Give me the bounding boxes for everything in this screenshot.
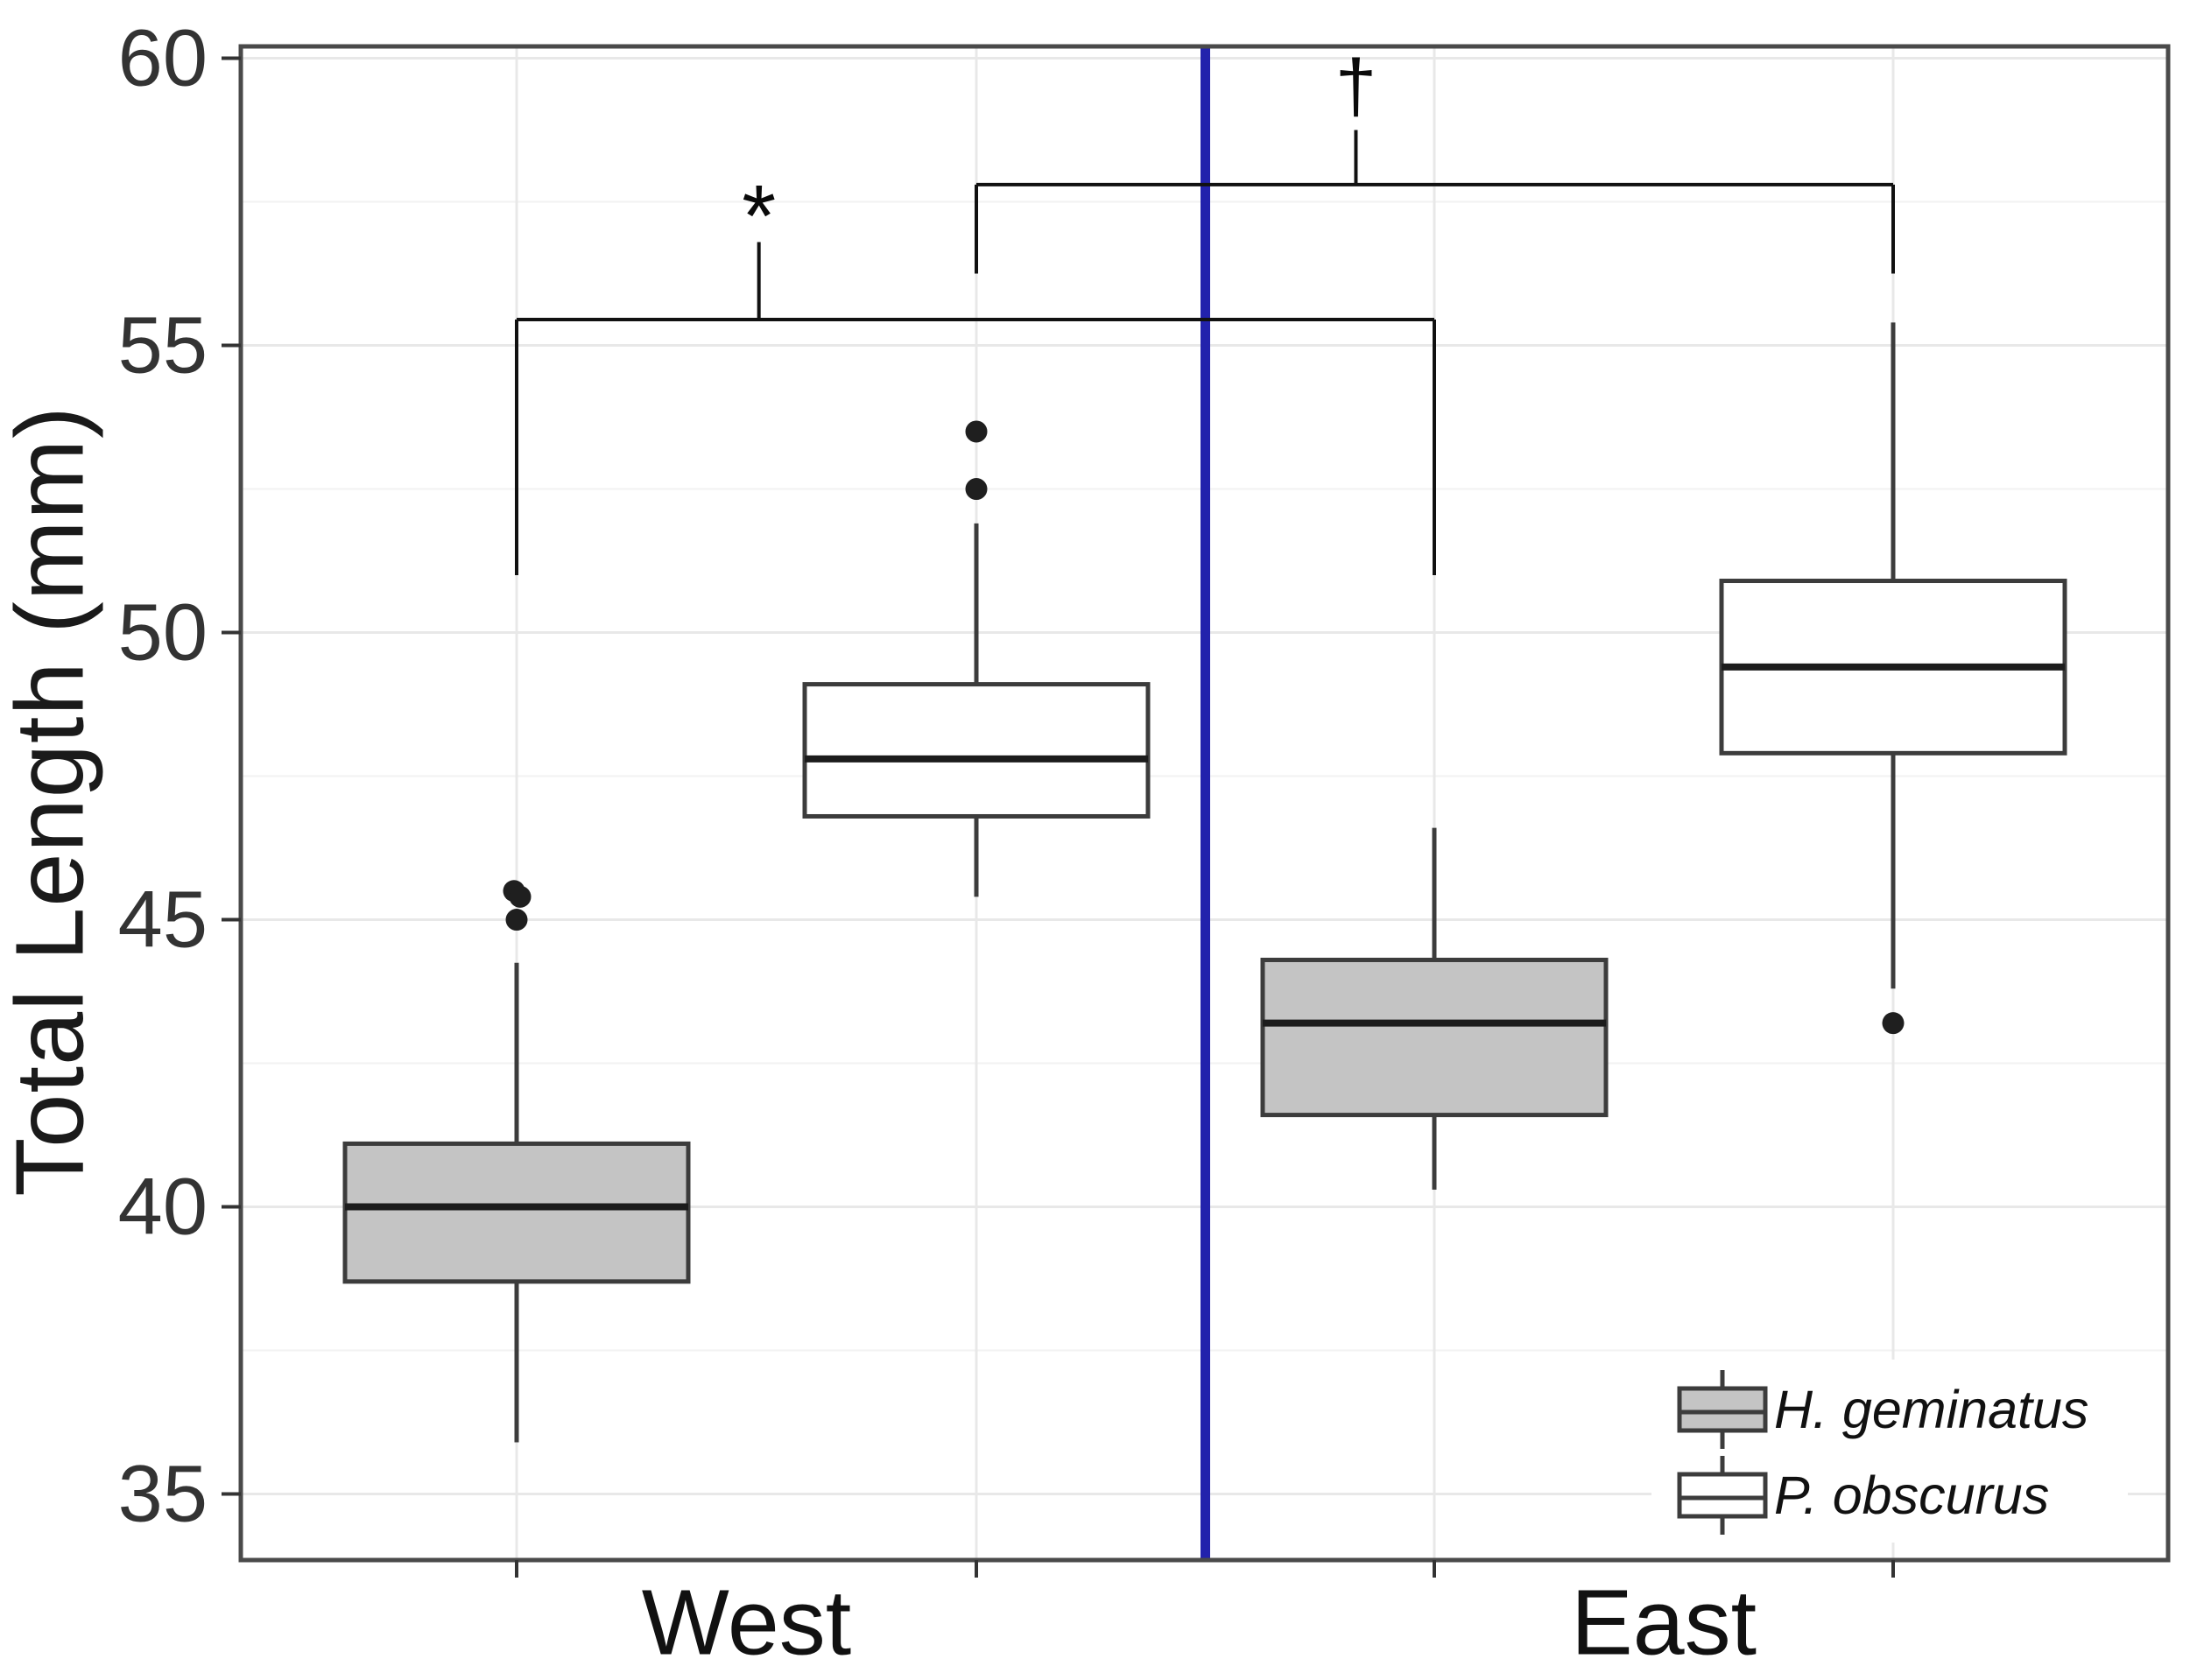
legend: H. geminatus P. obscurus [1651,1360,2128,1543]
legend-row-h-geminatus: H. geminatus [1651,1367,2128,1452]
significance-bracket-dagger [975,130,1895,274]
x-axis-label-west: West [641,1571,852,1675]
y-tick-label-55: 55 [117,300,208,390]
axis-tick-marks [222,56,1895,1578]
y-tick-label-60: 60 [117,13,208,103]
box-west-h [342,880,691,1443]
outlier-point [509,885,532,908]
outlier-point [505,909,528,931]
y-tick-label-50: 50 [117,587,208,678]
significance-bracket-asterisk [515,242,1436,575]
legend-row-p-obscurus: P. obscurus [1651,1452,2128,1538]
outlier-point [1882,1012,1905,1035]
box-east-p [1719,322,2067,1035]
legend-label-h-geminatus: H. geminatus [1774,1380,2089,1439]
outlier-point [965,478,988,501]
outlier-point [965,420,988,443]
y-tick-label-40: 40 [117,1162,208,1252]
y-tick-label-45: 45 [117,875,208,965]
y-tick-label-35: 35 [117,1449,208,1539]
x-axis-label-east: East [1570,1571,1757,1675]
box-east-h [1260,827,1609,1190]
significance-dagger: † [1334,45,1377,129]
y-axis-title: Total Length (mm) [0,405,104,1197]
panel-border [238,44,2171,1563]
boxplot-key-icon-white [1665,1452,1779,1538]
boxplot-key-icon-gray [1665,1367,1779,1452]
legend-label-p-obscurus: P. obscurus [1774,1466,2050,1525]
significance-asterisk: * [742,167,777,265]
box-west-p [802,420,1151,897]
